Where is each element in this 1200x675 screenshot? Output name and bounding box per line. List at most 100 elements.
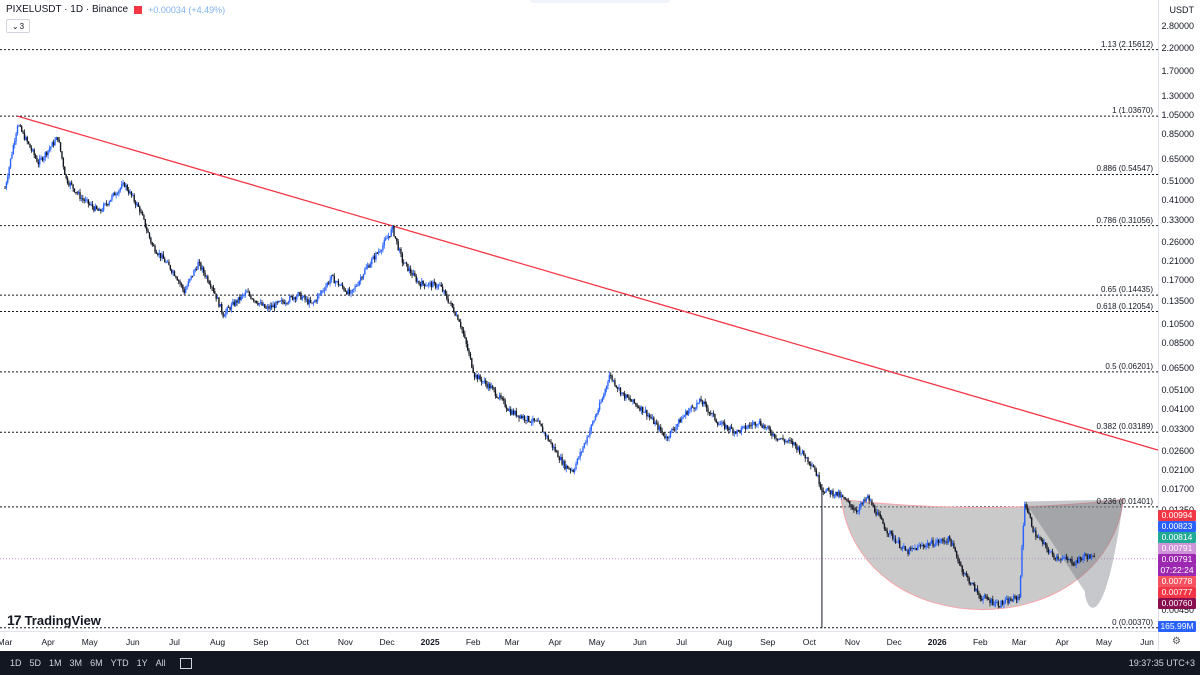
range-button-3m[interactable]: 3M <box>69 658 83 668</box>
price-tick-label[interactable]: 0.00450 <box>1161 605 1194 615</box>
candle-body <box>107 204 109 206</box>
price-tick-label[interactable]: 0.13500 <box>1161 296 1194 307</box>
candle-body <box>669 430 672 438</box>
clock[interactable]: 19:37:35 UTC+3 <box>1128 658 1195 668</box>
candle-body <box>736 430 738 434</box>
candle-body <box>415 276 417 282</box>
candle-body <box>30 147 33 151</box>
price-badge[interactable]: 0.00994 <box>1158 510 1196 521</box>
price-badge[interactable]: 0.00791 <box>1158 543 1196 554</box>
top-drag-handle[interactable] <box>530 0 670 3</box>
candle-body <box>1042 539 1044 544</box>
volume-badge[interactable]: 165.99M <box>1158 621 1196 632</box>
candle-body <box>907 550 909 555</box>
price-tick-label[interactable]: 0.05100 <box>1161 384 1194 395</box>
price-tick-label[interactable]: 0.26000 <box>1161 236 1194 247</box>
candle-body <box>993 604 995 606</box>
chart-area[interactable]: 1.13 (2.15612) 1 (1.03670) 0.886 (0.54547)… <box>0 0 1158 631</box>
price-tick-label[interactable]: 1.05000 <box>1161 110 1194 120</box>
price-badge[interactable]: 0.00791 <box>1158 554 1196 565</box>
currency-label[interactable]: USDT <box>1169 5 1195 15</box>
price-tick-label[interactable]: 0.10500 <box>1161 319 1194 330</box>
candle-body <box>152 244 155 247</box>
price-tick-label[interactable]: 0.06500 <box>1161 362 1194 373</box>
candle-body <box>904 546 906 551</box>
price-tick-label[interactable]: 0.85000 <box>1161 129 1194 140</box>
candle-body <box>610 375 612 376</box>
candle-body <box>66 178 69 184</box>
price-tick-label[interactable]: 0.21000 <box>1161 256 1194 267</box>
range-button-1d[interactable]: 1D <box>10 658 22 668</box>
candle-body <box>771 433 773 436</box>
candle-body <box>146 227 148 231</box>
price-tick-label[interactable]: 0.01700 <box>1161 484 1194 495</box>
candle-body <box>158 252 160 255</box>
candle-body <box>268 306 270 309</box>
symbol-title[interactable]: PIXELUSDT · 1D · Binance <box>6 4 129 15</box>
price-badge[interactable]: 0.00823 <box>1158 521 1196 532</box>
candle-body <box>797 447 799 451</box>
range-button-1m[interactable]: 1M <box>49 658 62 668</box>
candle-body <box>523 416 526 421</box>
candle-body <box>528 415 530 422</box>
price-tick-label[interactable]: 0.51000 <box>1161 175 1194 186</box>
price-tick-label[interactable]: 0.02600 <box>1161 445 1194 456</box>
candle-body <box>472 367 474 373</box>
price-tick-label[interactable]: 0.04100 <box>1161 404 1194 415</box>
price-tick-label[interactable]: 0.02100 <box>1161 465 1194 476</box>
price-badge[interactable]: 0.00760 <box>1158 598 1196 609</box>
time-axis[interactable]: Mar Apr May Jun Jul Aug Sep Oct Nov Dec 2025 Feb Mar… <box>0 631 1158 650</box>
candle-body <box>868 495 870 501</box>
candle-body <box>244 292 247 295</box>
candle-body <box>414 273 416 277</box>
candle-body <box>796 445 798 451</box>
price-tick-label[interactable]: 1.70000 <box>1161 66 1194 77</box>
range-button-all[interactable]: All <box>155 658 166 668</box>
candle-body <box>4 187 6 189</box>
candle-body <box>686 411 688 415</box>
range-button-1y[interactable]: 1Y <box>136 658 148 668</box>
candle-body <box>844 498 847 500</box>
candle-body <box>918 545 920 547</box>
price-tick-label[interactable]: 0.65000 <box>1161 153 1194 164</box>
candle-body <box>501 398 504 399</box>
price-tick-label[interactable]: 1.30000 <box>1161 90 1194 101</box>
price-tick-label[interactable]: 0.33000 <box>1161 215 1194 226</box>
indicators-toggle-button[interactable]: ⌄ 3 <box>6 19 30 33</box>
candle-body <box>664 435 666 439</box>
price-tick-label[interactable]: 2.20000 <box>1161 42 1194 53</box>
range-button-ytd[interactable]: YTD <box>110 658 129 668</box>
price-tick-label[interactable]: 0.08500 <box>1161 338 1194 349</box>
candle-body <box>765 427 768 429</box>
candle-body <box>692 406 694 408</box>
range-button-5d[interactable]: 5D <box>29 658 42 668</box>
candle-body <box>450 302 452 304</box>
price-badge[interactable]: 0.00777 <box>1158 587 1196 598</box>
candle-body <box>337 280 340 286</box>
price-tick-label[interactable]: 0.41000 <box>1161 195 1194 206</box>
time-tick-label: Apr <box>1055 637 1069 647</box>
tradingview-logo[interactable]: 17 TradingView <box>7 612 101 628</box>
candle-body <box>116 193 119 195</box>
price-badge[interactable]: 0.00778 <box>1158 576 1196 587</box>
candle-body <box>589 430 591 436</box>
price-tick-label[interactable]: 2.80000 <box>1161 20 1194 31</box>
fib-level-label: 0.5 (0.06201) <box>1105 361 1153 371</box>
price-tick-label[interactable]: 0.17000 <box>1161 275 1194 286</box>
candle-body <box>637 406 640 408</box>
logo-text: TradingView <box>24 612 101 628</box>
calendar-icon[interactable] <box>179 657 192 669</box>
range-button-6m[interactable]: 6M <box>90 658 103 668</box>
settings-gear-icon[interactable]: ⚙ <box>1172 636 1181 647</box>
candle-body <box>496 396 498 398</box>
price-tick-label[interactable]: 0.03300 <box>1161 424 1194 435</box>
price-badge[interactable]: 0.00814 <box>1158 532 1196 543</box>
candle-body <box>87 199 90 204</box>
time-tick-label: Jun <box>1140 637 1154 647</box>
candle-body <box>41 157 44 161</box>
candle-body <box>302 296 305 298</box>
price-chart[interactable] <box>0 0 1158 631</box>
candle-body <box>621 392 623 395</box>
candle-body <box>505 406 508 410</box>
bottom-toolbar: 1D 5D 1M 3M 6M YTD 1Y All 19:37:35 UTC+3 <box>0 651 1200 675</box>
